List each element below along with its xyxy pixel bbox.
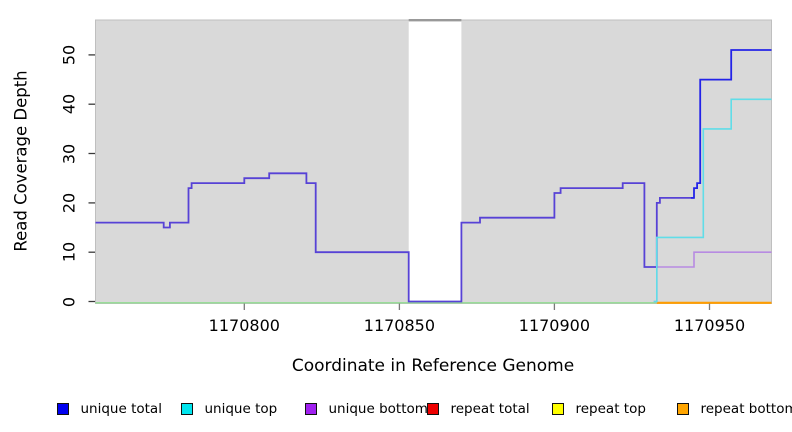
legend-item-unique-top: unique top [181,401,278,417]
gap-top-border [408,19,462,22]
y-tick-label: 0 [59,296,79,307]
legend-swatch-icon [305,403,317,415]
y-axis-title: Read Coverage Depth [11,70,31,252]
legend-swatch-icon [181,403,193,415]
x-tick-label: 1170800 [208,316,280,335]
y-tick-label: 40 [59,94,79,115]
legend-item-unique-total: unique total [57,401,162,417]
y-tick-label: 10 [59,242,79,263]
legend-swatch-icon [427,403,439,415]
legend-item-repeat-total: repeat total [427,401,530,417]
y-tick-label: 50 [59,44,79,66]
x-tick-label: 1170850 [363,316,436,335]
legend-item-repeat-top: repeat top [552,401,646,417]
series-unique-top-line [653,98,772,303]
legend-label: unique total [80,401,162,417]
legend-item-unique-bottom: unique bottom [305,401,428,417]
legend-swatch-icon [677,403,689,415]
x-tick-label: 1170950 [673,316,746,335]
legend-swatch-icon [552,403,564,415]
x-axis-title: Coordinate in Reference Genome [291,356,575,376]
series-unique-total-right-line [690,49,772,199]
legend-item-repeat-bottom: repeat bottom [677,401,792,417]
y-tick-label: 20 [59,192,79,214]
no-data-gap-region [408,21,462,303]
legend-swatch-icon [57,403,69,415]
y-tick-label: 30 [59,143,79,164]
legend-label: unique bottom [328,401,428,417]
legend-label: repeat total [450,401,530,417]
legend-label: unique top [204,401,278,417]
series-unique-total-line [95,172,694,303]
x-tick-label: 1170900 [518,316,591,335]
legend-label: repeat bottom [700,401,792,417]
legend-label: repeat top [575,401,646,417]
